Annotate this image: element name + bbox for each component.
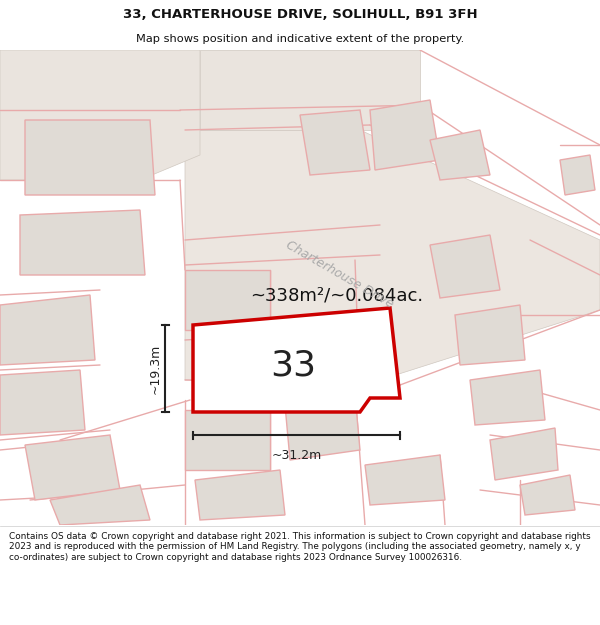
Polygon shape — [430, 235, 500, 298]
Text: ~31.2m: ~31.2m — [271, 449, 322, 462]
Text: Charterhouse Drive: Charterhouse Drive — [284, 239, 396, 311]
Text: 33, CHARTERHOUSE DRIVE, SOLIHULL, B91 3FH: 33, CHARTERHOUSE DRIVE, SOLIHULL, B91 3F… — [122, 8, 478, 21]
Polygon shape — [560, 155, 595, 195]
Text: 33: 33 — [270, 348, 316, 382]
Polygon shape — [185, 130, 600, 380]
Polygon shape — [20, 210, 145, 275]
Polygon shape — [430, 130, 490, 180]
Polygon shape — [490, 428, 558, 480]
Polygon shape — [0, 50, 200, 180]
Polygon shape — [455, 305, 525, 365]
Polygon shape — [185, 270, 270, 330]
Polygon shape — [25, 120, 155, 195]
Polygon shape — [300, 110, 370, 175]
Text: ~338m²/~0.084ac.: ~338m²/~0.084ac. — [250, 286, 423, 304]
Polygon shape — [0, 370, 85, 435]
Polygon shape — [195, 470, 285, 520]
Polygon shape — [185, 410, 270, 470]
Polygon shape — [285, 395, 360, 460]
Text: Contains OS data © Crown copyright and database right 2021. This information is : Contains OS data © Crown copyright and d… — [9, 532, 590, 562]
Polygon shape — [0, 295, 95, 365]
Text: Map shows position and indicative extent of the property.: Map shows position and indicative extent… — [136, 34, 464, 44]
Polygon shape — [50, 485, 150, 525]
Text: ~19.3m: ~19.3m — [149, 343, 161, 394]
Polygon shape — [370, 100, 440, 170]
Polygon shape — [193, 308, 400, 412]
Polygon shape — [470, 370, 545, 425]
Polygon shape — [200, 50, 420, 130]
Polygon shape — [25, 435, 120, 500]
Polygon shape — [365, 455, 445, 505]
Polygon shape — [520, 475, 575, 515]
